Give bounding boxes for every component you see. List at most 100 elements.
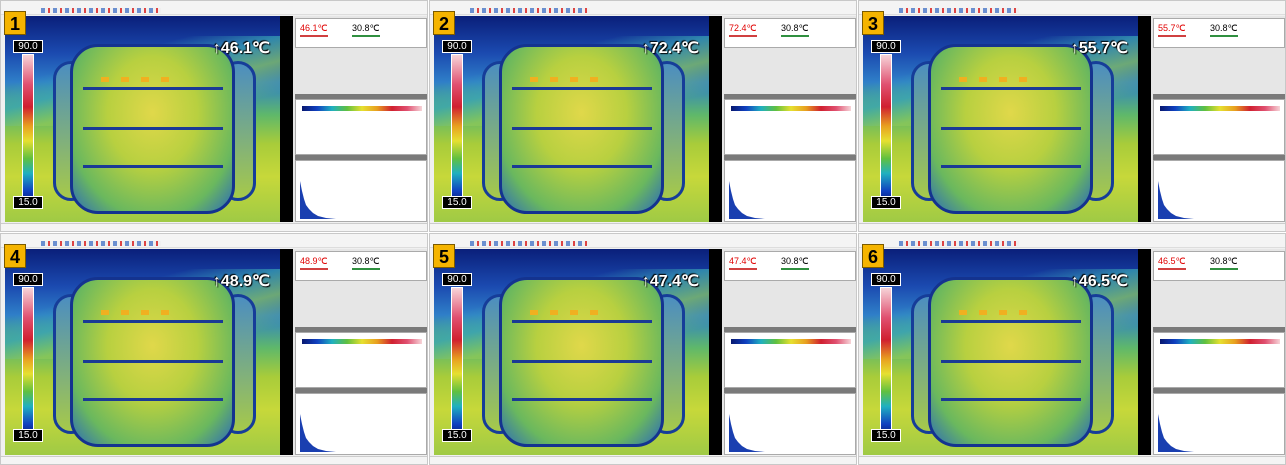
black-strip <box>1138 249 1151 455</box>
black-strip <box>280 16 293 222</box>
stat-max-bar <box>729 35 757 37</box>
palette-bar <box>731 106 851 111</box>
scale-max: 90.0 <box>871 40 901 53</box>
scale-min: 15.0 <box>13 196 43 209</box>
stat-max-bar <box>1158 268 1186 270</box>
side-panel: 47.4℃30.8℃ <box>722 249 857 455</box>
scale-min: 15.0 <box>442 429 472 442</box>
hot-spot <box>161 310 169 315</box>
hot-spot <box>121 310 129 315</box>
hot-spot <box>1019 77 1027 82</box>
status-bar <box>1 456 428 465</box>
colorbar-box <box>1153 332 1285 388</box>
palette-bar <box>1160 339 1280 344</box>
machine-band <box>83 360 223 363</box>
hot-spot <box>101 310 109 315</box>
hot-spot <box>999 310 1007 315</box>
histogram-shape <box>1158 414 1194 452</box>
scale-max: 90.0 <box>13 40 43 53</box>
machine-band <box>941 360 1081 363</box>
histogram-shape <box>1158 181 1194 219</box>
thermal-window: 90.015.0↑46.5℃46.5℃30.8℃6 <box>858 233 1286 465</box>
hot-spot <box>141 310 149 315</box>
stat-max-bar <box>300 268 328 270</box>
stats-box: 48.9℃30.8℃ <box>295 251 427 281</box>
colorbar-box <box>295 99 427 155</box>
machine <box>70 277 235 447</box>
color-scale <box>451 287 463 437</box>
black-strip <box>280 249 293 455</box>
palette-bar <box>302 106 422 111</box>
machine-band <box>941 87 1081 90</box>
hot-spot <box>530 77 538 82</box>
hot-spot <box>550 310 558 315</box>
machine-band <box>512 87 652 90</box>
side-panel: 55.7℃30.8℃ <box>1151 16 1286 222</box>
hot-spot <box>590 310 598 315</box>
stat-avg: 30.8℃ <box>352 256 380 266</box>
status-bar <box>859 456 1286 465</box>
stat-avg: 30.8℃ <box>352 23 380 33</box>
stat-max: 72.4℃ <box>729 23 757 33</box>
hot-spot <box>1019 310 1027 315</box>
colorbar-box <box>1153 99 1285 155</box>
histogram-box <box>1153 160 1285 222</box>
scale-min: 15.0 <box>871 429 901 442</box>
toolbar <box>1 234 428 248</box>
histogram-shape <box>300 181 336 219</box>
histogram <box>1154 394 1284 454</box>
color-scale <box>880 54 892 204</box>
scale-max: 90.0 <box>871 273 901 286</box>
colorbar-box <box>295 332 427 388</box>
status-bar <box>859 223 1286 232</box>
color-scale <box>451 54 463 204</box>
stat-avg-bar <box>781 35 809 37</box>
max-temperature: ↑46.1℃ <box>213 38 270 58</box>
color-scale <box>22 287 34 437</box>
max-temperature: ↑48.9℃ <box>213 271 270 291</box>
stat-max-bar <box>729 268 757 270</box>
thermal-image: 90.0 15.0 ↑46.5℃ <box>863 249 1138 455</box>
status-bar <box>430 456 857 465</box>
panel-badge: 3 <box>862 11 884 35</box>
machine <box>928 44 1093 214</box>
hot-spot <box>161 77 169 82</box>
hot-spot <box>550 77 558 82</box>
page: 90.015.0↑46.1℃46.1℃30.8℃190.015.0↑72.4℃7… <box>0 0 1286 465</box>
side-panel: 48.9℃30.8℃ <box>293 249 428 455</box>
histogram-box <box>295 160 427 222</box>
stat-max: 46.5℃ <box>1158 256 1186 266</box>
black-strip <box>1138 16 1151 222</box>
machine <box>499 277 664 447</box>
histogram <box>296 394 426 454</box>
machine <box>499 44 664 214</box>
machine-band <box>83 127 223 130</box>
scale-max: 90.0 <box>13 273 43 286</box>
scale-max: 90.0 <box>442 40 472 53</box>
thermal-window: 90.015.0↑48.9℃48.9℃30.8℃4 <box>0 233 428 465</box>
stat-avg-bar <box>1210 35 1238 37</box>
histogram <box>725 394 855 454</box>
status-bar <box>1 223 428 232</box>
max-temperature: ↑46.5℃ <box>1071 271 1128 291</box>
machine-band <box>512 398 652 401</box>
panel-badge: 4 <box>4 244 26 268</box>
black-strip <box>709 16 722 222</box>
stat-avg: 30.8℃ <box>781 256 809 266</box>
thermal-image: 90.0 15.0 ↑46.1℃ <box>5 16 280 222</box>
stat-max-bar <box>1158 35 1186 37</box>
screenshot-grid: 90.015.0↑46.1℃46.1℃30.8℃190.015.0↑72.4℃7… <box>0 0 1286 465</box>
thermal-image: 90.015.0↑55.7℃ <box>863 16 1138 222</box>
status-bar <box>430 223 857 232</box>
scale-min: 15.0 <box>871 196 901 209</box>
stat-avg-bar <box>1210 268 1238 270</box>
machine-band <box>512 127 652 130</box>
stat-avg-bar <box>352 268 380 270</box>
colorbar-box <box>724 99 856 155</box>
hot-spot <box>979 310 987 315</box>
histogram <box>296 161 426 221</box>
stat-max-bar <box>300 35 328 37</box>
machine-band <box>83 165 223 168</box>
